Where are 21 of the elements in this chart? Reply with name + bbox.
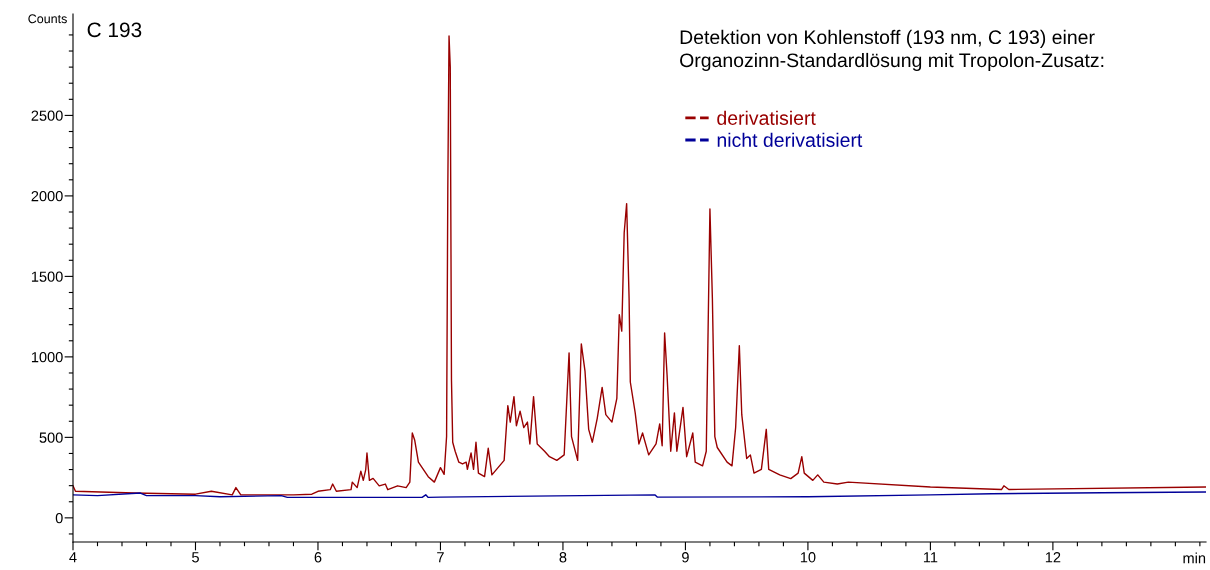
- legend-label: nicht derivatisiert: [717, 132, 863, 147]
- x-tick-label: 5: [192, 552, 199, 563]
- y-tick-label: 0: [55, 512, 63, 524]
- y-axis-title: Counts: [28, 14, 67, 24]
- y-tick-label: 2000: [31, 191, 63, 202]
- y-tick-label: 2500: [31, 110, 63, 121]
- x-tick-label: 12: [1045, 552, 1061, 563]
- x-tick-label: 8: [559, 552, 567, 563]
- annotation: C 193: [87, 22, 142, 38]
- x-tick-label: 11: [923, 552, 938, 563]
- y-tick-label: 1500: [31, 271, 63, 282]
- legend-label: derivatisiert: [717, 110, 816, 125]
- x-tick-label: 4: [69, 552, 77, 563]
- x-tick-label: 7: [437, 552, 444, 563]
- y-tick-label: 1000: [31, 351, 63, 363]
- x-tick-label: 6: [314, 552, 322, 563]
- y-tick-label: 500: [39, 432, 63, 443]
- text: Detektion von Kohlenstoff (193 nm, C 193) einer Organozinn-Standardlösung mit Tropolon-Zusatz:: [680, 29, 1104, 72]
- x-tick-label: 9: [682, 552, 689, 563]
- x-axis-title: min: [1183, 552, 1206, 564]
- x-tick-label: 10: [800, 552, 816, 563]
